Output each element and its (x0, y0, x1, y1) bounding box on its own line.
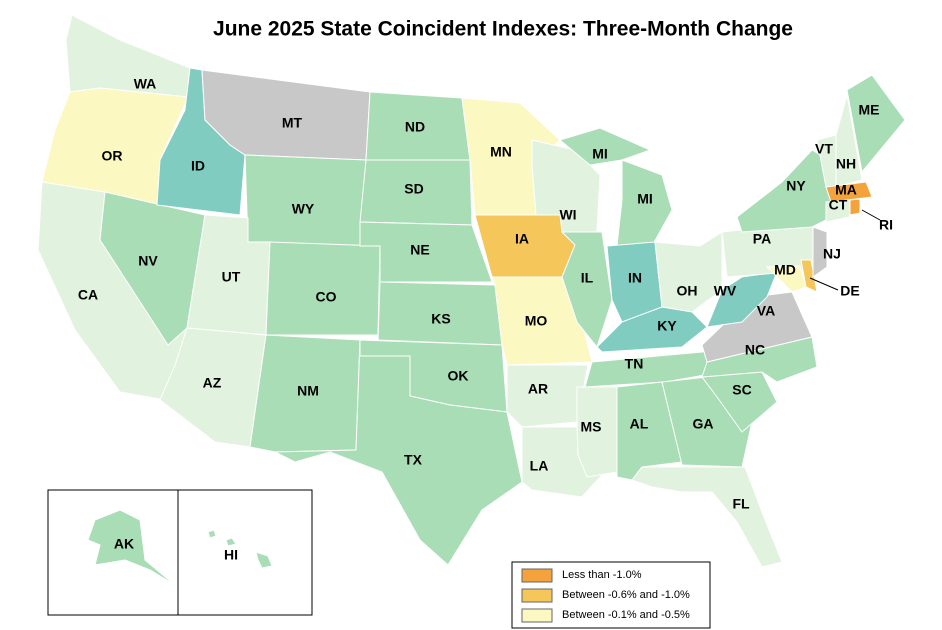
state-label: ME (859, 102, 880, 118)
state-label: WA (134, 76, 157, 92)
state-label: RI (879, 217, 893, 233)
state-label: MS (581, 419, 602, 435)
state (825, 199, 851, 223)
state-label: AL (630, 416, 649, 432)
state-label: IN (628, 270, 642, 286)
legend-label: Between -0.6% and -1.0% (562, 589, 690, 601)
state-label: OK (448, 368, 469, 384)
state-label: CO (316, 289, 337, 305)
state-label: WV (714, 283, 737, 299)
legend-swatch (521, 608, 553, 623)
map-title: June 2025 State Coincident Indexes: Thre… (213, 18, 793, 41)
state-label: KY (657, 318, 677, 334)
state-label: NJ (823, 246, 841, 262)
state-label: NC (745, 342, 765, 358)
state (99, 191, 206, 346)
leader-line (861, 209, 881, 221)
state-label: OR (102, 148, 123, 164)
state (560, 231, 613, 349)
state-label: TN (625, 356, 644, 372)
state-label: FL (732, 496, 750, 512)
state-label: WY (292, 201, 315, 217)
state (65, 14, 191, 98)
leader-line (809, 277, 839, 291)
state-label: CA (78, 287, 98, 303)
state-label: IA (515, 231, 529, 247)
state (506, 364, 589, 428)
state (87, 509, 176, 586)
state-label: NV (138, 253, 158, 269)
state-label: AK (114, 536, 134, 552)
state-label: IL (581, 270, 594, 286)
legend-swatch (521, 568, 553, 583)
state-label: VT (815, 141, 833, 157)
state-label: HI (224, 547, 238, 563)
states (37, 14, 906, 586)
state (631, 466, 783, 568)
state-label: NM (297, 383, 319, 399)
state-label: TX (404, 452, 423, 468)
state (596, 306, 708, 353)
state (846, 74, 906, 174)
legend-items: Less than -1.0% Between -0.6% and -1.0% Be… (521, 568, 690, 623)
state-label: NE (410, 242, 429, 258)
state-label: KS (431, 311, 450, 327)
state-label: PA (753, 231, 771, 247)
state-label: DE (840, 283, 859, 299)
inset-frame (177, 489, 313, 616)
state-label: MO (525, 313, 548, 329)
state (812, 226, 828, 278)
state-label: NY (786, 178, 806, 194)
state-label: ND (405, 119, 425, 135)
state (849, 198, 861, 216)
state-label: VA (757, 303, 775, 319)
state-label: MI (592, 146, 608, 162)
state (654, 231, 723, 313)
state (255, 551, 273, 569)
state-label: UT (222, 269, 241, 285)
state-label: ID (191, 158, 205, 174)
state (736, 149, 833, 233)
state-label: MA (835, 182, 857, 198)
state-label: MN (490, 144, 512, 160)
state-label: MI (637, 191, 653, 207)
state-label: CT (829, 197, 848, 213)
state (274, 339, 523, 566)
state (225, 537, 237, 547)
state-label: WI (559, 207, 576, 223)
state-label: MT (282, 115, 303, 131)
state-label: OH (677, 283, 698, 299)
state-label: LA (530, 458, 549, 474)
state-label: GA (693, 416, 714, 432)
state (825, 181, 873, 203)
legend-label: Less than -1.0% (562, 569, 642, 581)
state (558, 127, 652, 166)
state-label: MD (774, 262, 796, 278)
state (207, 529, 217, 539)
legend-label: Between -0.1% and -0.5% (562, 609, 690, 621)
state-label: NH (836, 156, 856, 172)
state-label: SD (404, 181, 423, 197)
labels: WA OR CA NV ID MT WY UT CO AZ NM ND SD NE KS OK TX MN IA MO… (78, 76, 893, 563)
legend-swatch (521, 588, 553, 603)
state-label: AZ (203, 375, 222, 391)
state-label: AR (528, 381, 548, 397)
state (835, 94, 863, 188)
state (800, 259, 818, 293)
state-label: SC (732, 382, 751, 398)
